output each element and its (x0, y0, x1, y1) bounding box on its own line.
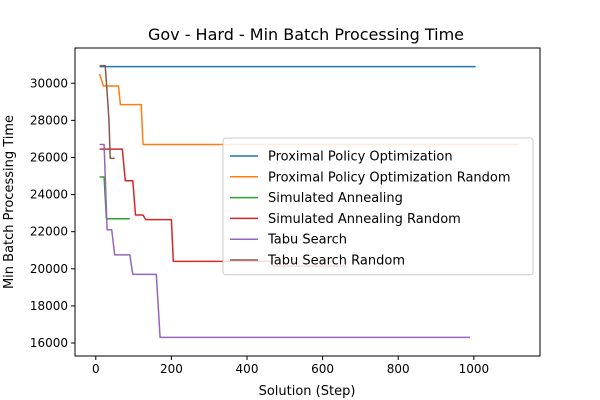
legend-entry-label: Proximal Policy Optimization Random (268, 170, 511, 185)
legend-entry-label: Tabu Search (267, 233, 347, 248)
y-tick-label: 18000 (30, 299, 68, 313)
legend: Proximal Policy Optimization Proximal Pol… (222, 137, 534, 276)
plot-area (74, 47, 541, 357)
y-axis: 16000 18000 20000 22000 24000 26000 28000 30000 (30, 76, 75, 350)
x-tick-label: 400 (236, 362, 259, 376)
y-tick-label: 30000 (30, 76, 68, 90)
y-axis-label: Min Batch Processing Time (2, 115, 17, 289)
x-axis-label: Solution (Step) (259, 384, 356, 399)
series-line-5 (99, 143, 471, 339)
x-tick-label: 1000 (459, 362, 490, 376)
legend-entry-label: Simulated Annealing Random (268, 212, 461, 227)
y-tick-label: 26000 (30, 150, 68, 164)
x-tick-label: 800 (387, 362, 410, 376)
x-axis: 0 200 400 600 800 1000 (92, 356, 489, 376)
legend-box (222, 137, 534, 276)
y-tick-label: 16000 (30, 336, 68, 350)
legend-entry-label: Tabu Search Random (267, 254, 405, 269)
chart-title: Gov - Hard - Min Batch Processing Time (148, 25, 464, 44)
x-tick-label: 0 (92, 362, 100, 376)
series-line-6 (99, 64, 115, 160)
plot-frame (74, 47, 541, 357)
x-tick-label: 200 (160, 362, 183, 376)
series-layer (98, 64, 520, 339)
y-tick-label: 20000 (30, 262, 68, 276)
legend-entry-label: Simulated Annealing (268, 191, 403, 206)
y-tick-label: 22000 (30, 225, 68, 239)
y-tick-label: 24000 (30, 188, 68, 202)
legend-entry-label: Proximal Policy Optimization (268, 150, 453, 165)
y-tick-label: 28000 (30, 113, 68, 127)
x-tick-label: 600 (311, 362, 334, 376)
